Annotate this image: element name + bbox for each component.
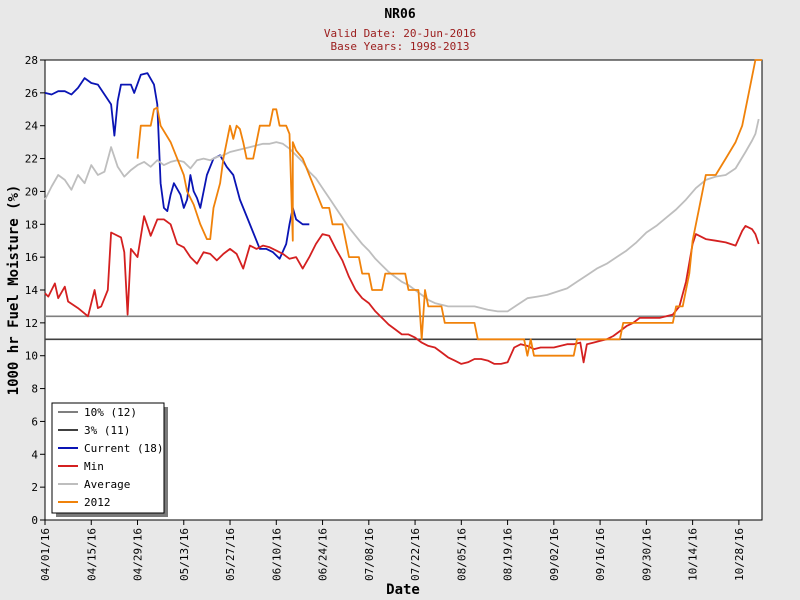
x-tick-label: 09/30/16 [640, 528, 653, 581]
legend-label-10-12: 10% (12) [84, 406, 137, 419]
x-tick-label: 04/15/16 [85, 528, 98, 581]
chart-subtitle-base-years: Base Years: 1998-2013 [330, 40, 469, 53]
y-tick-label: 0 [31, 514, 38, 527]
x-tick-label: 06/10/16 [270, 528, 283, 581]
x-tick-label: 05/13/16 [178, 528, 191, 581]
x-tick-label: 08/19/16 [502, 528, 515, 581]
y-tick-label: 8 [31, 383, 38, 396]
x-axis: 04/01/16 04/15/16 04/29/16 05/13/16 05/27/16… [39, 520, 746, 581]
y-tick-label: 18 [25, 218, 38, 231]
legend-label-3-11: 3% (11) [84, 424, 130, 437]
y-tick-label: 24 [25, 120, 39, 133]
x-tick-label: 10/28/16 [733, 528, 746, 581]
legend-label-average: Average [84, 478, 130, 491]
legend-label-2012: 2012 [84, 496, 111, 509]
x-tick-label: 07/08/16 [363, 528, 376, 581]
y-tick-label: 22 [25, 153, 38, 166]
x-tick-label: 06/24/16 [317, 528, 330, 581]
x-tick-label: 04/01/16 [39, 528, 52, 581]
series-lines [44, 59, 762, 365]
series-line-average [44, 118, 760, 313]
x-tick-label: 07/22/16 [409, 528, 422, 581]
x-tick-label: 05/27/16 [224, 528, 237, 581]
y-tick-label: 12 [25, 317, 38, 330]
y-tick-label: 4 [31, 448, 38, 461]
y-axis-label: 1000 hr Fuel Moisture (%) [6, 185, 22, 396]
legend-items: 10% (12) 3% (11) Current (18) Min Average 201… [58, 406, 163, 509]
x-tick-label: 10/14/16 [687, 528, 700, 581]
y-tick-label: 28 [25, 54, 38, 67]
legend-label-current-18: Current (18) [84, 442, 163, 455]
x-tick-label: 08/05/16 [455, 528, 468, 581]
x-tick-label: 09/02/16 [548, 528, 561, 581]
legend-box [51, 402, 165, 514]
reference-lines [45, 315, 762, 341]
x-axis-label: Date [386, 582, 420, 598]
y-tick-label: 10 [25, 350, 38, 363]
chart-title: NR06 [384, 7, 415, 22]
x-tick-label: 04/29/16 [132, 528, 145, 581]
y-tick-label: 16 [25, 251, 38, 264]
y-tick-label: 6 [31, 415, 38, 428]
legend-label-min: Min [84, 460, 104, 473]
chart-subtitle-valid-date: Valid Date: 20-Jun-2016 [324, 27, 476, 40]
legend: 10% (12) 3% (11) Current (18) Min Average 201… [51, 402, 168, 517]
y-tick-label: 26 [25, 87, 38, 100]
series-line-2012 [136, 59, 762, 357]
x-tick-label: 09/16/16 [594, 528, 607, 581]
y-tick-label: 14 [25, 284, 39, 297]
series-line-current-18 [44, 72, 310, 260]
series-line-min [44, 215, 760, 365]
y-tick-label: 20 [25, 185, 38, 198]
y-tick-label: 2 [31, 481, 38, 494]
